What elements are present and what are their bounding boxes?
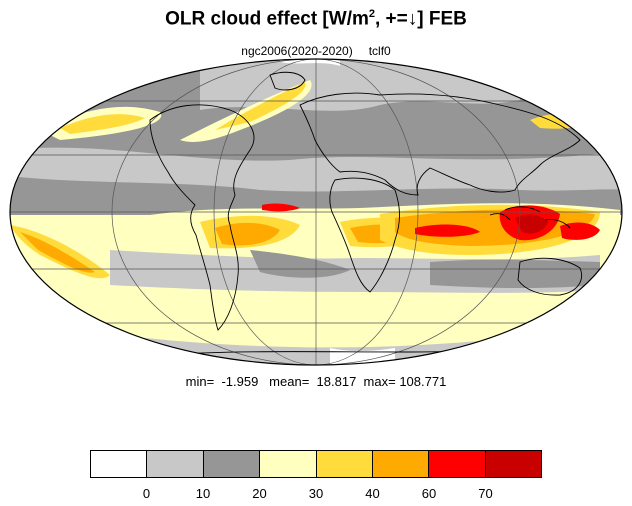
colorbar-cell — [203, 451, 261, 477]
min-label: min= — [185, 374, 215, 389]
colorbar-cell — [429, 451, 486, 477]
field-atlantic-red — [262, 203, 300, 212]
map-border — [9, 58, 623, 366]
coast-maritime-continent — [489, 206, 571, 229]
mean-label: mean= — [269, 374, 310, 389]
colorbar-tick-label: 30 — [308, 486, 324, 501]
colorbar-tick-label: 10 — [195, 486, 211, 501]
colorbar-tick-label: 40 — [365, 486, 380, 501]
colorbar-tick-label: 20 — [252, 486, 267, 501]
title-superscript: 2 — [368, 8, 375, 20]
field-statistics: min= -1.959 mean= 18.817 max= 108.771 — [0, 374, 632, 389]
title-rest: , +=↓] FEB — [375, 8, 467, 30]
subtitle-case: ngc2006(2020-2020) — [241, 44, 353, 58]
colorbar-cell — [485, 451, 541, 477]
coast-africa — [329, 177, 400, 293]
max-value: 108.771 — [399, 374, 447, 389]
graticule — [10, 59, 622, 365]
colorbar-cell — [372, 451, 430, 477]
map-title: OLR cloud effect [W/m2, +=↓] FEB — [0, 8, 632, 30]
field-natlantic-yellow — [215, 82, 306, 130]
field-indian-red — [415, 224, 480, 237]
field-westpacific-red — [560, 222, 600, 240]
field-npacific-yellow — [60, 114, 145, 134]
colorbar-tick-label: 0 — [142, 486, 151, 501]
coast-australia — [517, 257, 582, 296]
colorbar — [90, 450, 542, 478]
coast-greenland — [269, 71, 306, 91]
field-epacific-orange — [20, 232, 95, 273]
mean-value: 18.817 — [316, 374, 357, 389]
min-value: -1.959 — [221, 374, 259, 389]
field-maritime-dark-red — [515, 214, 548, 234]
colorbar-cell — [91, 451, 148, 477]
colorbar-cell — [147, 451, 204, 477]
colorbar-tick-label: 70 — [478, 486, 493, 501]
colorbar-cell — [260, 451, 317, 477]
field-sindian-dark-gray — [430, 259, 600, 289]
coast-americas — [149, 104, 255, 331]
field-amazon-orange — [215, 222, 280, 246]
coast-eurasia — [299, 92, 581, 196]
subtitle-variable: tclf0 — [368, 44, 391, 58]
field-satlantic-dark-gray — [250, 250, 350, 278]
colorbar-tick-label: 60 — [421, 486, 437, 501]
map-subtitle: ngc2006(2020-2020) tclf0 — [0, 44, 632, 58]
max-label: max= — [363, 374, 396, 389]
title-main: OLR cloud effect [W/m — [165, 8, 369, 30]
colorbar-cell — [316, 451, 373, 477]
